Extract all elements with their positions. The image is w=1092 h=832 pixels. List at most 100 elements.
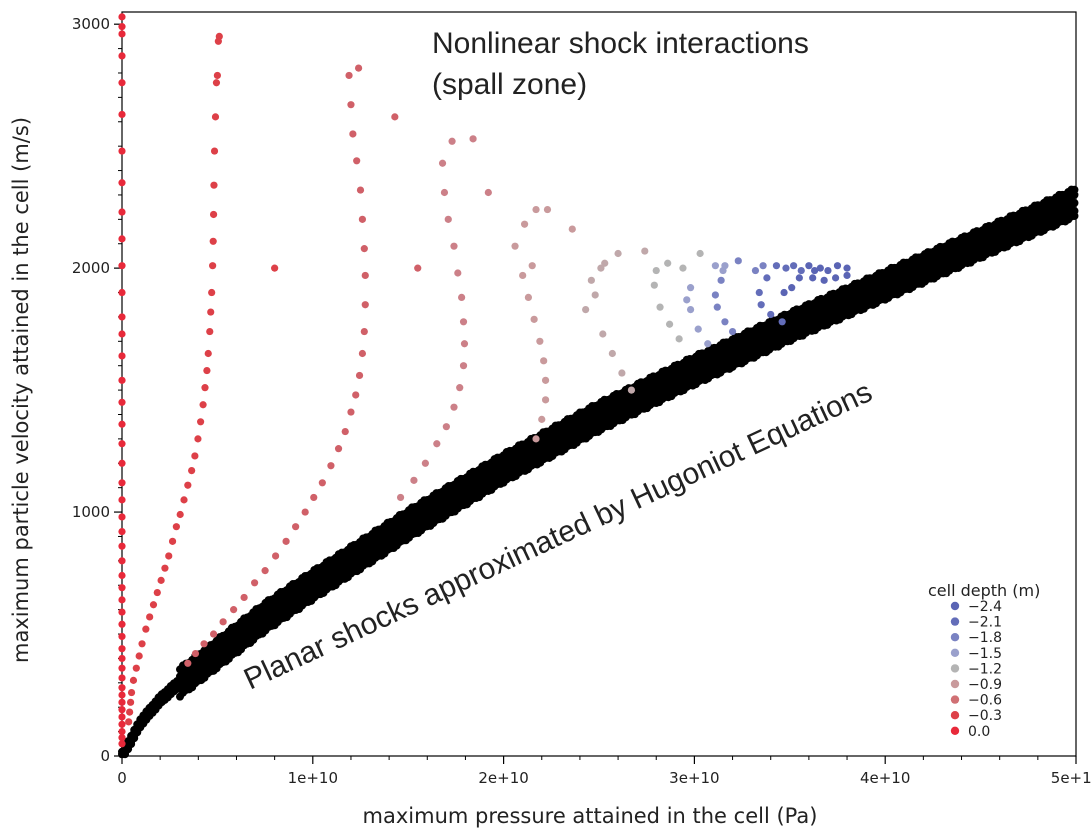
data-point	[352, 391, 360, 399]
data-point	[142, 625, 150, 633]
data-point	[118, 376, 126, 384]
data-point	[450, 242, 458, 250]
data-point	[618, 369, 626, 377]
data-point	[132, 664, 140, 672]
data-point	[721, 318, 729, 326]
legend-marker	[950, 633, 960, 642]
data-point	[360, 327, 368, 336]
data-point	[358, 215, 367, 223]
legend-marker	[950, 726, 960, 735]
data-point	[757, 301, 765, 309]
data-point	[251, 579, 259, 587]
data-point	[118, 584, 126, 592]
data-point	[126, 698, 135, 706]
data-point	[711, 262, 719, 270]
data-point	[118, 706, 126, 714]
data-point	[358, 349, 367, 358]
data-point	[843, 271, 851, 280]
data-point	[524, 293, 533, 302]
data-point	[118, 674, 126, 682]
data-point	[686, 284, 695, 292]
legend-marker	[950, 648, 960, 657]
data-point	[532, 205, 540, 214]
data-point	[207, 308, 215, 316]
data-point	[210, 181, 218, 189]
data-point	[318, 479, 326, 487]
legend-marker	[950, 711, 960, 720]
data-point	[127, 688, 136, 697]
data-point	[213, 71, 221, 80]
legend-entry-label: −0.9	[968, 677, 1002, 693]
annotation-spall-line1: Nonlinear shock interactions	[432, 27, 809, 60]
hugoniot-point	[1070, 185, 1079, 194]
data-point	[118, 713, 126, 721]
legend-title: cell depth (m)	[928, 581, 1040, 600]
legend-entry-label: −2.1	[968, 615, 1002, 631]
data-point	[118, 479, 126, 487]
data-point	[582, 306, 590, 314]
data-point	[454, 269, 462, 277]
data-point	[201, 384, 209, 392]
data-point	[797, 266, 805, 275]
data-point	[118, 313, 126, 321]
data-point	[444, 215, 452, 223]
data-point	[271, 552, 280, 560]
data-point	[188, 466, 196, 475]
data-point	[355, 371, 364, 380]
data-point	[353, 157, 361, 165]
data-point	[118, 208, 126, 216]
data-point	[543, 205, 552, 214]
legend-entry-label: −0.3	[968, 708, 1002, 724]
data-point	[790, 262, 798, 270]
data-point	[200, 640, 208, 648]
data-point	[782, 264, 790, 272]
y-tick-label: 2000	[72, 259, 110, 277]
data-point	[540, 357, 548, 365]
data-point	[209, 237, 217, 245]
data-point	[135, 652, 143, 660]
data-point	[778, 318, 786, 326]
data-point	[347, 101, 355, 109]
data-point	[341, 427, 349, 436]
data-point	[210, 147, 219, 155]
data-point	[469, 135, 477, 143]
data-point	[149, 601, 158, 609]
data-point	[361, 301, 369, 309]
data-point	[118, 571, 126, 580]
data-point	[719, 266, 727, 275]
data-point	[520, 220, 529, 228]
data-point	[118, 52, 126, 60]
data-point	[118, 557, 126, 565]
data-point	[118, 262, 126, 270]
data-point	[334, 445, 343, 453]
hugoniot-band	[118, 185, 1079, 759]
data-point	[820, 276, 828, 284]
data-point	[767, 310, 775, 319]
data-point	[199, 401, 207, 409]
data-point	[511, 242, 519, 250]
legend-entry-label: 0.0	[968, 724, 990, 740]
data-point	[675, 335, 683, 343]
x-tick-label: 3e+10	[669, 769, 719, 787]
data-point	[728, 327, 737, 336]
data-point	[118, 596, 126, 604]
data-point	[686, 306, 695, 314]
data-point	[203, 366, 211, 375]
legend-marker	[950, 617, 960, 626]
axes	[114, 11, 1077, 764]
data-point	[652, 266, 660, 275]
data-point	[704, 340, 712, 348]
data-point	[809, 274, 817, 282]
data-point	[118, 496, 126, 504]
plot-frame	[121, 11, 1077, 757]
data-point	[126, 708, 134, 716]
x-tick-label: 1e+10	[288, 769, 338, 787]
data-point	[683, 296, 691, 304]
data-point	[345, 71, 353, 80]
data-point	[459, 318, 468, 326]
data-point	[118, 179, 126, 187]
legend: cell depth (m) −2.4−2.1−1.8−1.5−1.2−0.9−…	[928, 581, 1040, 740]
legend-marker	[950, 695, 960, 704]
data-point	[118, 720, 126, 728]
data-point	[118, 698, 126, 706]
